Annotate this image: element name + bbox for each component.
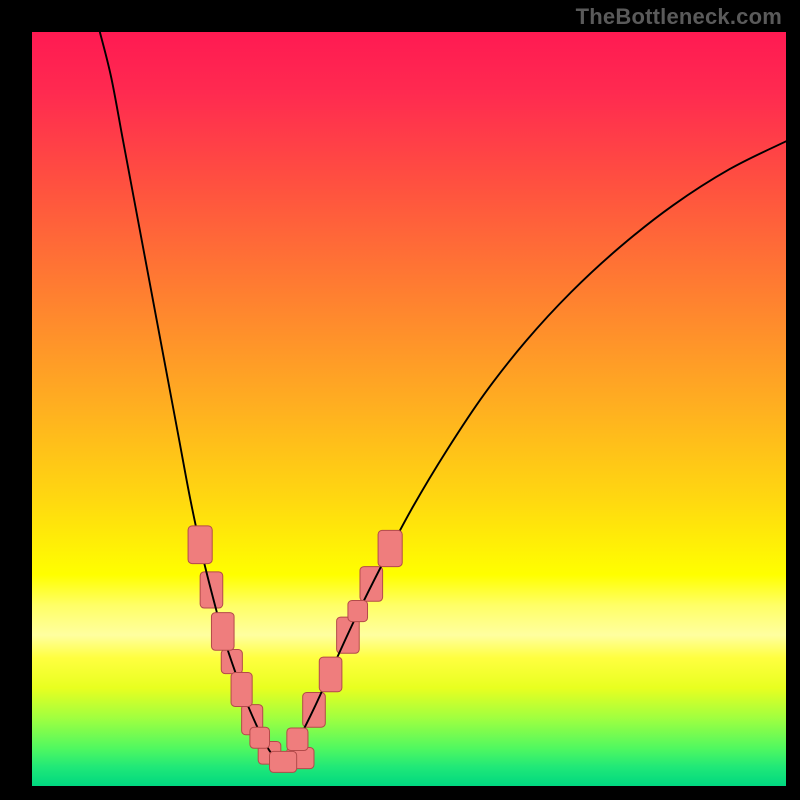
watermark-text: TheBottleneck.com xyxy=(576,4,782,30)
marker xyxy=(378,530,402,566)
marker xyxy=(287,728,308,751)
marker xyxy=(211,613,234,651)
marker xyxy=(188,526,212,564)
marker xyxy=(270,751,297,772)
plot-area xyxy=(32,32,786,786)
chart-frame: TheBottleneck.com xyxy=(0,0,800,800)
curve-layer xyxy=(32,32,786,786)
marker xyxy=(231,673,252,707)
marker xyxy=(250,727,270,748)
markers-front-group xyxy=(188,526,402,773)
bottleneck-curve-right xyxy=(281,141,786,763)
bottleneck-curve-left xyxy=(100,32,281,763)
marker xyxy=(348,601,368,622)
marker xyxy=(319,657,342,692)
